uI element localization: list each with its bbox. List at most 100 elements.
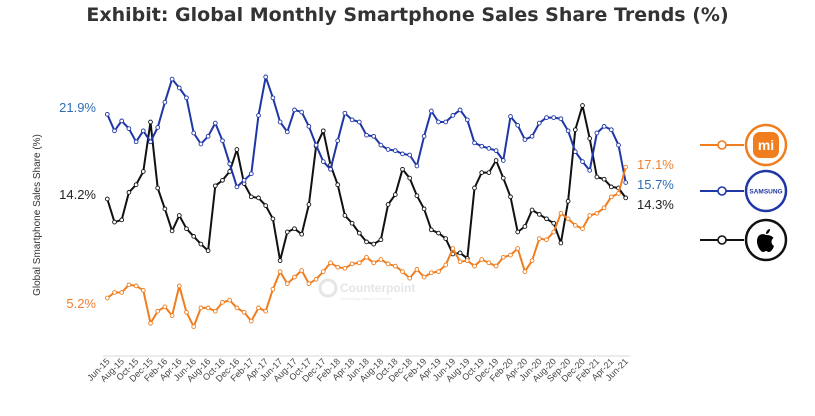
apple-point — [184, 226, 189, 232]
xiaomi-point — [457, 259, 463, 265]
apple-point — [292, 226, 297, 232]
apple-point — [212, 183, 218, 189]
apple-point — [220, 177, 225, 183]
samsung-point — [594, 130, 600, 136]
xiaomi-point — [104, 295, 110, 301]
xiaomi-point — [436, 269, 441, 274]
xiaomi-point — [320, 269, 326, 274]
apple-point — [522, 224, 528, 229]
xiaomi-point — [220, 300, 225, 305]
xiaomi-point — [464, 258, 470, 263]
samsung-point — [450, 113, 456, 118]
apple-point — [551, 220, 557, 226]
xiaomi-point — [119, 290, 125, 295]
xiaomi-point — [328, 260, 333, 266]
xiaomi-point — [284, 281, 290, 287]
apple-point — [320, 128, 326, 134]
samsung-point — [227, 161, 233, 167]
apple-point — [133, 182, 139, 188]
samsung-point — [428, 108, 434, 114]
xiaomi-point — [313, 276, 319, 282]
series-apple — [104, 103, 629, 263]
samsung-point — [508, 114, 513, 119]
samsung-point — [205, 133, 211, 139]
samsung-point — [299, 109, 305, 115]
watermark: Counterpoint Technology Market Research — [318, 278, 415, 301]
samsung-point — [608, 127, 614, 133]
samsung-point — [378, 142, 384, 148]
samsung-point — [342, 110, 348, 116]
apple-point — [126, 190, 132, 195]
xiaomi-point — [508, 252, 513, 258]
xiaomi-logo-text: mi — [758, 137, 774, 153]
xiaomi-point — [184, 309, 189, 315]
apple-point — [508, 194, 513, 200]
samsung-point — [292, 107, 297, 113]
xiaomi-point — [292, 274, 297, 280]
legend-item-apple — [700, 218, 788, 262]
samsung-point — [551, 115, 557, 120]
xiaomi-point — [162, 304, 168, 310]
apple-point — [277, 258, 283, 263]
xiaomi-point — [400, 269, 405, 274]
apple-point — [371, 241, 377, 247]
series-samsung — [104, 74, 629, 190]
apple-point — [356, 230, 362, 236]
apple-point — [486, 170, 492, 175]
apple-point — [248, 194, 254, 200]
apple-point — [414, 193, 420, 199]
xiaomi-point — [169, 313, 175, 318]
samsung-point — [256, 113, 261, 118]
samsung-logo-text: SAMSUNG — [749, 189, 782, 196]
apple-point — [436, 230, 441, 236]
apple-end-label: 14.3% — [637, 197, 674, 212]
legend-marker — [717, 235, 727, 245]
apple-point — [270, 216, 276, 222]
apple-point — [428, 227, 434, 233]
xiaomi-point — [414, 267, 420, 272]
samsung-point — [544, 115, 549, 120]
xiaomi-point — [616, 191, 621, 196]
legend-marker — [717, 186, 727, 196]
apple-point — [392, 192, 398, 197]
xiaomi-point — [565, 216, 571, 222]
xiaomi-point — [227, 297, 233, 303]
apple-point — [565, 198, 571, 204]
apple-point — [529, 207, 535, 213]
apple-point — [148, 119, 153, 125]
samsung-point — [400, 151, 405, 157]
watermark-name: Counterpoint — [340, 281, 415, 295]
samsung-point — [220, 138, 225, 144]
xiaomi-point — [529, 258, 535, 263]
xiaomi-point — [421, 274, 427, 280]
samsung-point — [616, 142, 621, 148]
apple-point — [119, 217, 125, 223]
apple-point — [493, 158, 499, 163]
xiaomi-point — [472, 263, 477, 269]
chart-title: Exhibit: Global Monthly Smartphone Sales… — [86, 4, 729, 26]
apple-point — [112, 219, 117, 225]
apple-point — [306, 202, 312, 207]
samsung-point — [572, 149, 578, 155]
samsung-point — [457, 107, 463, 113]
apple-point — [472, 185, 477, 191]
samsung-point — [486, 146, 492, 151]
apple-point — [544, 216, 549, 222]
samsung-point — [119, 118, 125, 124]
xiaomi-point — [212, 308, 218, 314]
samsung-point — [421, 133, 427, 139]
xiaomi-point — [277, 269, 283, 274]
apple-point — [515, 229, 521, 235]
samsung-point — [493, 148, 499, 153]
samsung-point — [133, 139, 139, 145]
xiaomi-point — [349, 261, 355, 267]
samsung-point — [191, 130, 197, 136]
samsung-point — [112, 128, 117, 134]
apple-point — [205, 248, 211, 254]
xiaomi-point — [608, 194, 614, 200]
xiaomi-point — [270, 286, 276, 292]
xiaomi-point — [515, 246, 521, 251]
samsung-point — [198, 141, 204, 147]
samsung-point — [241, 177, 247, 183]
apple-point — [140, 169, 146, 174]
